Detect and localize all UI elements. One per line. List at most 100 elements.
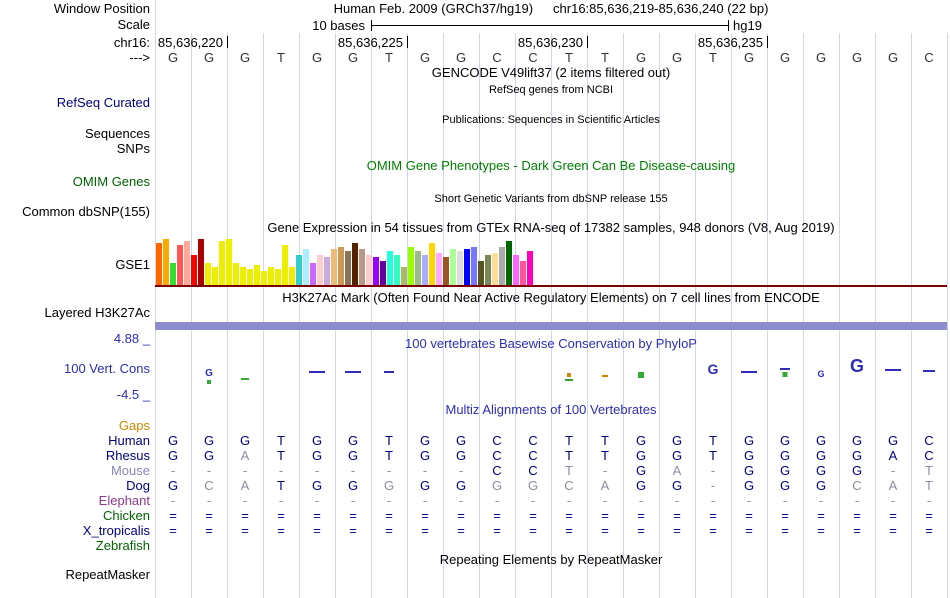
track-label-h3k27ac[interactable]: Layered H3K27Ac (44, 305, 150, 320)
track-title-dbsnp[interactable]: Short Genetic Variants from dbSNP releas… (434, 193, 668, 205)
track-title-h3k27ac[interactable]: H3K27Ac Mark (Often Found Near Active Re… (282, 290, 820, 305)
multiz-cell: = (565, 508, 573, 523)
multiz-cell: A (240, 448, 250, 463)
sequence-strand-label[interactable]: ---> (129, 50, 150, 65)
multiz-cell: - (242, 493, 248, 508)
multiz-cell: = (205, 508, 213, 523)
gtex-bar (310, 263, 316, 285)
multiz-cell: - (314, 493, 320, 508)
track-title-repeatmasker[interactable]: Repeating Elements by RepeatMasker (439, 552, 663, 567)
phylop-max-label: 4.88 _ (113, 331, 150, 346)
track-title-omim[interactable]: OMIM Gene Phenotypes - Dark Green Can Be… (366, 158, 736, 173)
gtex-bar (219, 241, 225, 285)
phylop-mark (207, 380, 211, 384)
track-label-repeatmasker[interactable]: RepeatMasker (65, 567, 150, 582)
gtex-bar (261, 271, 267, 285)
column-gridline (659, 33, 660, 598)
multiz-cell: C (204, 478, 214, 493)
track-label-sequences[interactable]: Sequences (84, 126, 150, 141)
multiz-cell: G (635, 433, 647, 448)
track-title-publications[interactable]: Publications: Sequences in Scientific Ar… (442, 114, 660, 126)
column-gridline (551, 33, 552, 598)
track-label-gtex[interactable]: GSE1 (115, 257, 150, 272)
multiz-cell: T (709, 433, 717, 448)
track-label-omim[interactable]: OMIM Genes (72, 174, 150, 189)
column-gridline (335, 33, 336, 598)
multiz-species-label[interactable]: Zebrafish (95, 538, 150, 553)
multiz-cell: T (385, 433, 393, 448)
multiz-species-label[interactable]: Human (108, 433, 150, 448)
gtex-bar (226, 239, 232, 285)
track-label-dbsnp[interactable]: Common dbSNP(155) (22, 204, 150, 219)
multiz-cell: = (673, 523, 681, 538)
phylop-min-label: -4.5 _ (116, 387, 150, 402)
multiz-cell: G (419, 433, 431, 448)
multiz-cell: G (455, 448, 467, 463)
multiz-cell: C (528, 463, 538, 478)
track-label-refseq[interactable]: RefSeq Curated (56, 95, 150, 110)
track-title-phylop[interactable]: 100 vertebrates Basewise Conservation by… (405, 336, 697, 351)
multiz-cell: - (602, 463, 608, 478)
multiz-cell: - (890, 493, 896, 508)
track-label-phylop[interactable]: 100 Vert. Cons (64, 361, 150, 376)
multiz-species-label[interactable]: Mouse (110, 463, 150, 478)
ruler-tick (767, 36, 768, 48)
gtex-bar (156, 243, 162, 285)
multiz-cell: = (385, 508, 393, 523)
track-label-snps[interactable]: SNPs (116, 141, 150, 156)
scale-label[interactable]: Scale (117, 17, 150, 32)
column-gridline (155, 0, 156, 598)
multiz-cell: = (169, 523, 177, 538)
phylop-mark: G (817, 369, 825, 379)
multiz-cell: C (492, 433, 502, 448)
column-gridline (623, 33, 624, 598)
gtex-bar (177, 245, 183, 285)
multiz-species-label[interactable]: Rhesus (105, 448, 150, 463)
multiz-cell: = (781, 508, 789, 523)
gtex-bar (485, 255, 491, 285)
multiz-species-label[interactable]: Gaps (118, 418, 150, 433)
gtex-bar (184, 241, 190, 285)
ruler-tick (587, 36, 588, 48)
phylop-mark: G (205, 368, 213, 379)
multiz-cell: = (205, 523, 213, 538)
multiz-species-label[interactable]: Elephant (98, 493, 150, 508)
multiz-cell: = (421, 508, 429, 523)
multiz-cell: = (313, 508, 321, 523)
gtex-bar (443, 257, 449, 285)
multiz-species-label[interactable]: Dog (126, 478, 150, 493)
phylop-mark (567, 373, 571, 377)
multiz-species-label[interactable]: X_tropicalis (82, 523, 150, 538)
track-title-multiz[interactable]: Multiz Alignments of 100 Vertebrates (445, 402, 657, 417)
phylop-mark (782, 372, 788, 377)
multiz-cell: C (852, 478, 862, 493)
multiz-species-label[interactable]: Chicken (103, 508, 150, 523)
multiz-cell: = (529, 508, 537, 523)
track-title-gtex[interactable]: Gene Expression in 54 tissues from GTEx … (267, 220, 835, 235)
multiz-cell: G (383, 478, 395, 493)
multiz-cell: G (815, 433, 827, 448)
multiz-cell: G (743, 463, 755, 478)
track-title-gencode[interactable]: GENCODE V49lift37 (2 items filtered out) (431, 65, 671, 80)
phylop-mark (602, 375, 608, 377)
column-gridline (947, 33, 948, 598)
phylop-mark (241, 378, 249, 380)
gtex-bar (240, 267, 246, 285)
dna-base: G (851, 50, 863, 65)
multiz-cell: = (637, 508, 645, 523)
multiz-cell: - (566, 493, 572, 508)
multiz-cell: G (203, 433, 215, 448)
gtex-bar (429, 243, 435, 285)
multiz-cell: G (527, 478, 539, 493)
multiz-cell: = (457, 523, 465, 538)
multiz-cell: = (709, 523, 717, 538)
column-gridline (407, 33, 408, 598)
gtex-bar (352, 243, 358, 285)
multiz-cell: T (925, 463, 933, 478)
gtex-bar (359, 249, 365, 285)
multiz-cell: C (492, 448, 502, 463)
multiz-cell: G (167, 448, 179, 463)
multiz-cell: G (815, 478, 827, 493)
multiz-cell: C (924, 448, 934, 463)
track-title-refseq[interactable]: RefSeq genes from NCBI (488, 84, 614, 96)
